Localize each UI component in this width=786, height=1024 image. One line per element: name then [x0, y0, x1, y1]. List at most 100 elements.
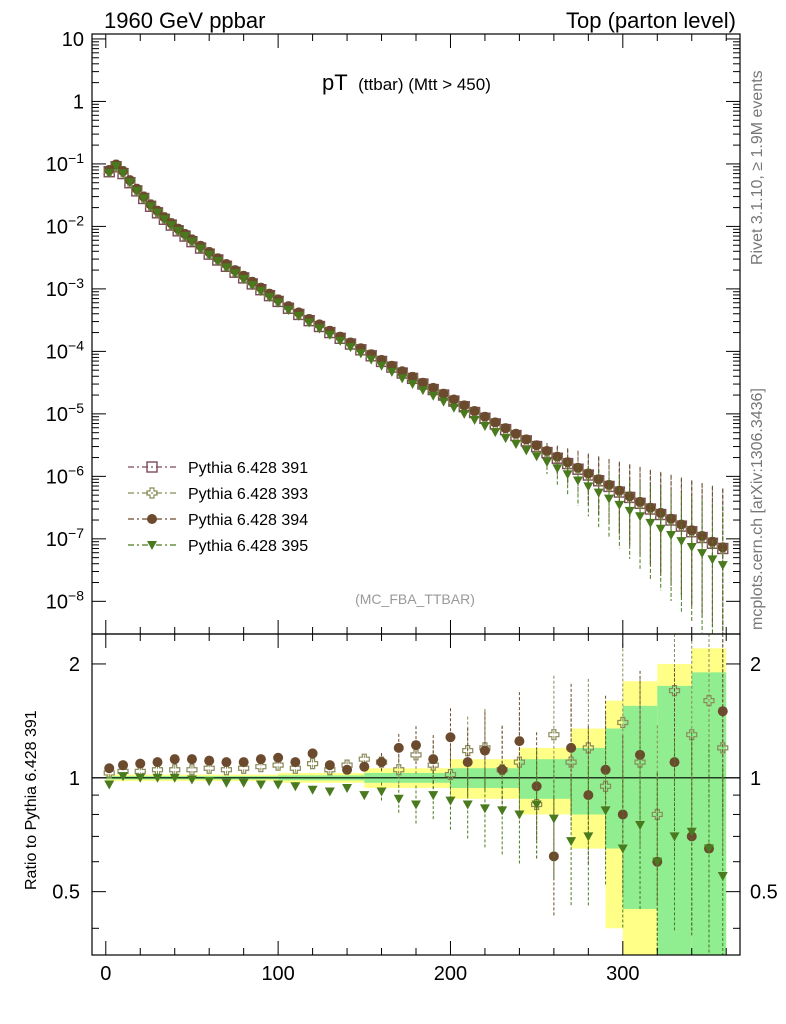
series-4-main-point: [138, 194, 149, 204]
main-ytick-label: 10−5: [46, 400, 84, 426]
series-4-main-point: [118, 169, 129, 179]
series-4-main-point: [212, 256, 223, 266]
ratio-series-1-point: [462, 745, 474, 757]
ratio-series-3-point: [152, 773, 163, 783]
series-4-main-point: [166, 221, 177, 231]
series-4-main-point: [238, 274, 249, 284]
ratio-series-2-point: [324, 760, 335, 771]
series-4-main-point: [541, 457, 552, 467]
ratio-series-3-point: [135, 773, 146, 783]
ratio-series-2-point: [307, 748, 318, 759]
ratio-ytick-label: 0.5: [52, 882, 80, 904]
series-3-main-point: [469, 406, 480, 417]
ratio-series-3-point: [583, 832, 594, 842]
xtick-label: 200: [434, 963, 467, 985]
ratio-series-2-point: [204, 755, 215, 766]
series-4-main-point: [386, 367, 397, 377]
series-4-main-point: [666, 531, 677, 541]
series-4-main-point: [459, 409, 470, 419]
series-4-main-point: [397, 374, 408, 384]
ratio-series-2-point: [104, 763, 115, 774]
ratio-series-2-point: [600, 764, 611, 775]
series-4-main-point: [180, 232, 191, 242]
ratio-series-3-point: [428, 791, 439, 801]
series-4-main-point: [428, 391, 439, 401]
ratio-series-3-point: [703, 844, 714, 854]
series-4-main-point: [335, 336, 346, 346]
ratio-series-1-point: [203, 762, 215, 774]
ratio-series-3-point: [376, 787, 387, 797]
series-4-main-point: [255, 287, 266, 297]
ratio-series-2-point: [342, 764, 353, 775]
series-3-main-point: [541, 445, 552, 456]
ratio-ylabel: Ratio to Pythia 6.428 391: [23, 710, 40, 890]
ratio-series-3-point: [411, 800, 421, 810]
series-3-main-point: [624, 491, 635, 502]
series-3-main-point: [573, 462, 583, 473]
series-4-main-point: [438, 397, 449, 407]
ratio-series-3-point: [717, 871, 728, 881]
ratio-series-1-point: [565, 756, 577, 768]
series-3-main-point: [490, 417, 501, 428]
header-right: Top (parton level): [566, 8, 736, 33]
ratio-series-2-point: [445, 732, 456, 743]
ratio-series-2-point: [393, 742, 404, 753]
ratio-series-2-point: [617, 809, 628, 820]
main-ytick-label: 10−4: [46, 337, 84, 363]
main-series-group: [103, 159, 729, 634]
xtick-label: 300: [606, 963, 639, 985]
main-ytick-label: 10−3: [46, 275, 84, 301]
series-4-main-point: [273, 298, 284, 308]
series-4-main-point: [448, 403, 459, 413]
ratio-series-1-point: [668, 685, 681, 697]
ratio-series-2-point: [221, 757, 232, 768]
series-4-main-point: [417, 386, 428, 396]
series-4-main-point: [152, 208, 163, 218]
series-4-main-point: [562, 470, 573, 480]
series-3-main-point: [510, 428, 521, 439]
ratio-series-3-point: [514, 810, 525, 820]
series-4-main-point: [655, 524, 666, 534]
series-4-main-point: [221, 263, 232, 273]
legend-label: Pythia 6.428 391: [188, 460, 308, 477]
ratio-series-1-point: [513, 756, 526, 768]
ratio-series-3-point: [393, 794, 404, 804]
series-4-main-point: [645, 518, 656, 528]
series-4-main-point: [593, 488, 604, 498]
ratio-series-1-point: [306, 758, 319, 770]
series-4-main-point: [376, 361, 387, 371]
series-4-main-point: [500, 434, 511, 444]
series-4-main-point: [230, 269, 241, 279]
series-4-main-point: [531, 452, 542, 462]
series-4-main-point: [131, 186, 142, 196]
series-4-main-point: [104, 168, 115, 178]
ratio-series-3-point: [669, 832, 680, 842]
ratio-series-2-point: [169, 754, 180, 765]
ratio-series-1-point: [717, 742, 729, 754]
ratio-series-1-point: [220, 764, 233, 776]
series-4-main-point: [324, 330, 335, 340]
legend-marker: [146, 461, 158, 473]
legend-label: Pythia 6.428 395: [188, 538, 308, 555]
series-4-main-point: [124, 178, 135, 188]
ratio-series-1-point: [582, 742, 594, 754]
series-4-main-point: [552, 464, 563, 474]
series-4-main-point: [293, 311, 304, 321]
ratio-series-3-point: [307, 785, 318, 795]
mcplots-label: mcplots.cern.ch [arXiv:1306.3436]: [749, 388, 766, 630]
ratio-series-1-point: [186, 764, 198, 776]
series-3-main-point: [438, 388, 449, 399]
series-3-main-point: [552, 451, 563, 462]
series-4-main-point: [676, 537, 687, 547]
ratio-series-3-point: [617, 844, 628, 854]
series-4-main-point: [173, 226, 184, 236]
series-4-main-point: [145, 202, 156, 212]
legend-marker: [146, 487, 158, 499]
ratio-series-2-point: [135, 758, 146, 769]
series-4-main-point: [686, 543, 697, 553]
ratio-series-2-point: [514, 736, 525, 747]
series-4-main-point: [345, 343, 356, 353]
series-3-main-point: [397, 366, 408, 377]
series-4-main-point: [304, 318, 315, 328]
ratio-series-1-point: [599, 780, 612, 792]
